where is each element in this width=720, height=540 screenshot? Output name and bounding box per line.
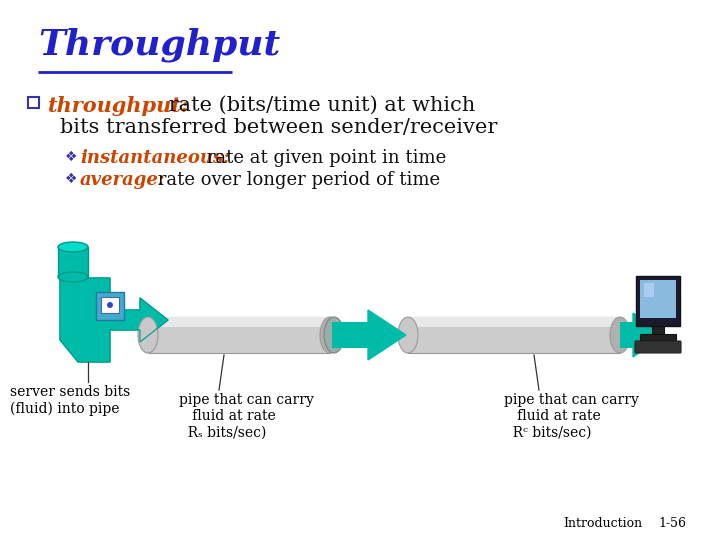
Text: rate (bits/time unit) at which: rate (bits/time unit) at which bbox=[162, 96, 475, 115]
Text: ❖: ❖ bbox=[65, 172, 78, 186]
Ellipse shape bbox=[58, 242, 88, 252]
Text: instantaneous:: instantaneous: bbox=[80, 149, 230, 167]
FancyBboxPatch shape bbox=[640, 280, 676, 318]
FancyBboxPatch shape bbox=[28, 97, 39, 108]
Text: Throughput: Throughput bbox=[38, 28, 280, 63]
Ellipse shape bbox=[107, 302, 113, 308]
FancyBboxPatch shape bbox=[652, 326, 664, 334]
Text: server sends bits
(fluid) into pipe: server sends bits (fluid) into pipe bbox=[10, 385, 130, 416]
Text: bits transferred between sender/receiver: bits transferred between sender/receiver bbox=[60, 118, 498, 137]
FancyBboxPatch shape bbox=[640, 334, 676, 340]
FancyBboxPatch shape bbox=[644, 283, 654, 297]
FancyBboxPatch shape bbox=[408, 317, 620, 327]
FancyBboxPatch shape bbox=[58, 247, 88, 277]
FancyBboxPatch shape bbox=[408, 317, 620, 353]
Polygon shape bbox=[368, 310, 406, 360]
Text: Introduction: Introduction bbox=[563, 517, 642, 530]
FancyBboxPatch shape bbox=[148, 317, 330, 327]
Text: 1-56: 1-56 bbox=[658, 517, 686, 530]
Text: throughput:: throughput: bbox=[48, 96, 189, 116]
Ellipse shape bbox=[138, 317, 158, 353]
Ellipse shape bbox=[320, 317, 340, 353]
FancyBboxPatch shape bbox=[148, 317, 330, 353]
Text: average:: average: bbox=[80, 171, 166, 189]
Polygon shape bbox=[633, 313, 665, 357]
Text: pipe that can carry
   fluid at rate
  Rᶜ bits/sec): pipe that can carry fluid at rate Rᶜ bit… bbox=[504, 393, 639, 440]
Text: ❖: ❖ bbox=[65, 150, 78, 164]
FancyBboxPatch shape bbox=[635, 341, 681, 353]
FancyBboxPatch shape bbox=[96, 292, 124, 320]
Text: rate over longer period of time: rate over longer period of time bbox=[152, 171, 440, 189]
Ellipse shape bbox=[398, 317, 418, 353]
FancyBboxPatch shape bbox=[636, 276, 680, 326]
FancyBboxPatch shape bbox=[101, 297, 119, 313]
Ellipse shape bbox=[610, 317, 630, 353]
FancyBboxPatch shape bbox=[332, 322, 368, 348]
Ellipse shape bbox=[58, 272, 88, 282]
FancyBboxPatch shape bbox=[620, 322, 633, 348]
Ellipse shape bbox=[324, 317, 344, 353]
Text: rate at given point in time: rate at given point in time bbox=[201, 149, 446, 167]
Polygon shape bbox=[60, 270, 168, 362]
Text: pipe that can carry
   fluid at rate
  Rₛ bits/sec): pipe that can carry fluid at rate Rₛ bit… bbox=[179, 393, 314, 440]
